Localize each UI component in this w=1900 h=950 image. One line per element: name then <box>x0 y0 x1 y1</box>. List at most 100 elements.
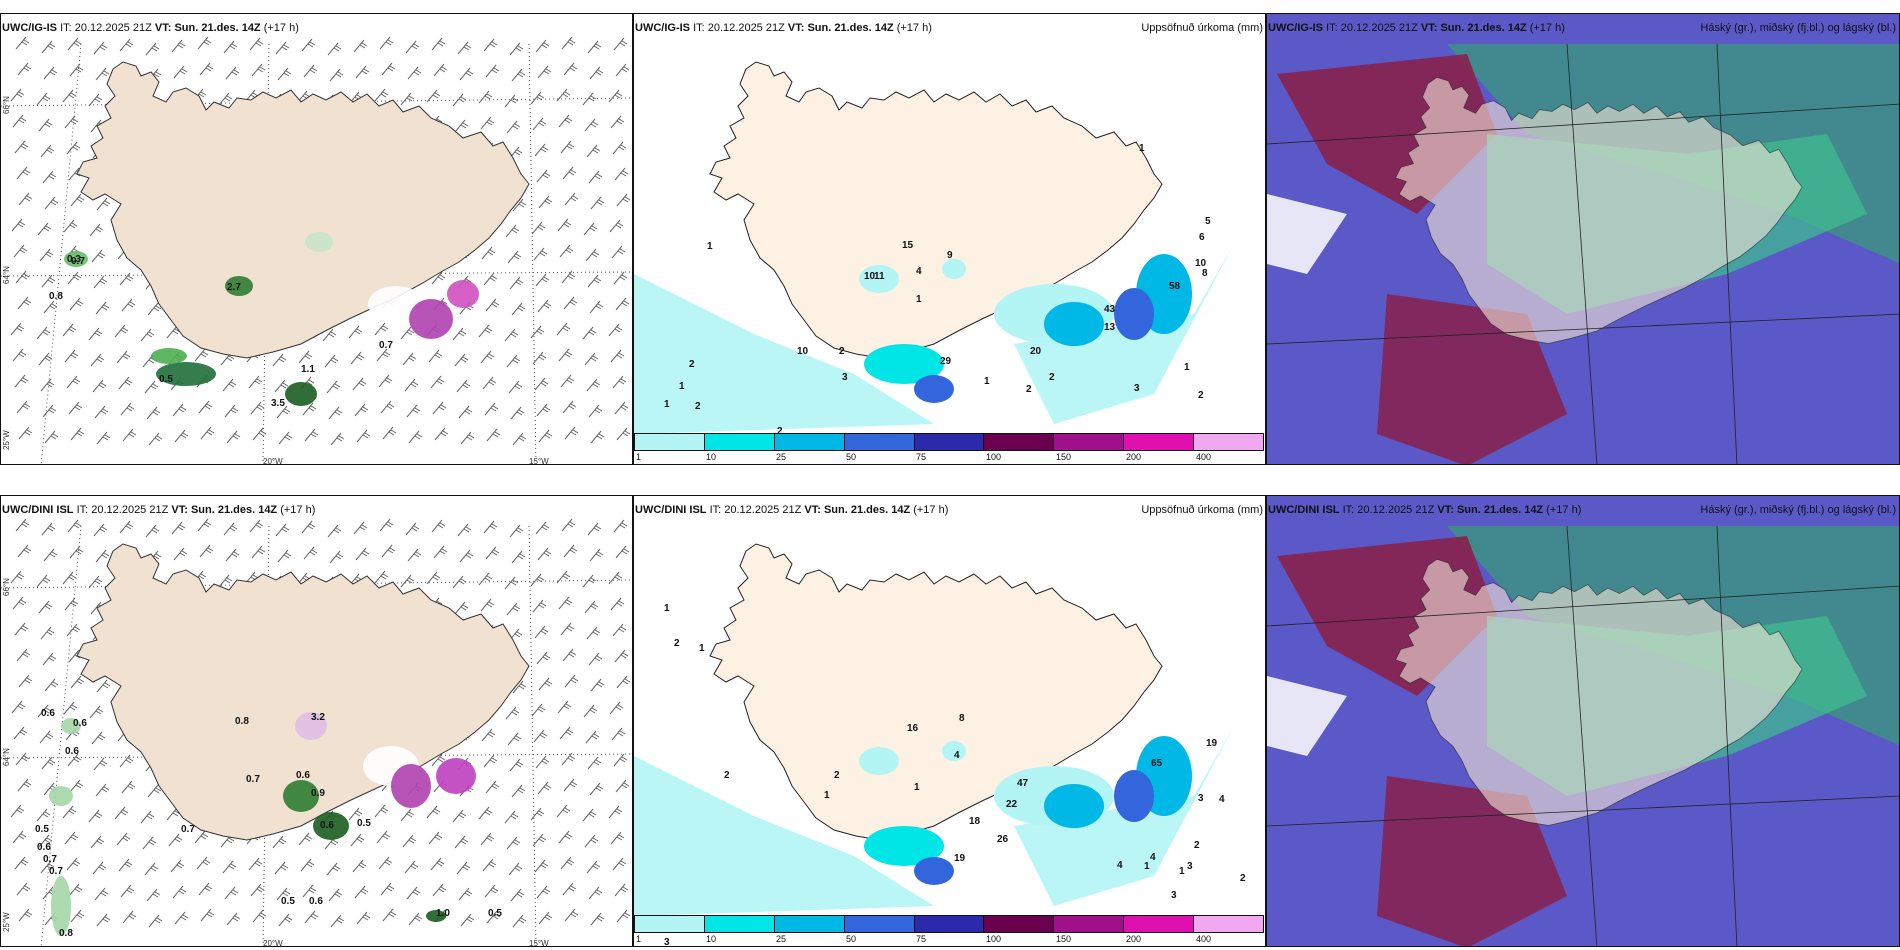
colorbar-tick-label: 10 <box>706 934 717 944</box>
precip-value: 16 <box>907 723 919 734</box>
precip-map-panel-top: 1 15 9 10 11 4 1 10 2 29 20 43 13 58 10 5 6 8 1 2 2 1 3 2 2 1 2 1 1 2… <box>633 13 1266 465</box>
colorbar-swatch <box>1124 434 1195 450</box>
iceland-outline <box>1394 558 1803 827</box>
lat-label-64: 64°N <box>2 266 11 284</box>
wind-precip-value: 0.5 <box>488 908 502 919</box>
wind-precip-value: 0.6 <box>309 896 323 907</box>
precip-map-panel-bottom: 1 2 1 16 8 4 2 1 1 47 22 18 26 19 65 19 4 3 3 4 4 3 2 2 1 1 2 3 <box>633 495 1266 947</box>
panel-title-wind-top: UWC/IG-IS IT: 20.12.2025 21Z VT: Sun. 21… <box>2 22 299 34</box>
precip-value: 3 <box>1198 793 1204 804</box>
cloud-map-panel-top <box>1266 13 1900 465</box>
precip-value: 2 <box>724 770 730 781</box>
wind-map-top: 66°N 64°N 25°W 20°W 15°W 0.3 0.8 0.5 2.7 0.7 1.1 3.… <box>1 36 632 464</box>
precip-value: 1 <box>1179 866 1185 877</box>
magenta-precip-blob <box>409 299 453 339</box>
panel-title-precip-bottom: UWC/DINI ISL IT: 20.12.2025 21Z VT: Sun.… <box>635 504 949 516</box>
region-boundaries <box>1267 525 1899 946</box>
green-precip-blob <box>313 812 349 840</box>
wind-precip-value: 0.7 <box>181 824 195 835</box>
precip-value: 2 <box>1240 873 1246 884</box>
precip-value: 13 <box>1104 322 1116 333</box>
panel-title-cloud-bottom: UWC/DINI ISL IT: 20.12.2025 21Z VT: Sun.… <box>1268 504 1582 516</box>
precip-title-top: Uppsöfnuð úrkoma (mm) <box>1141 22 1263 34</box>
precip-value: 8 <box>959 713 965 724</box>
precip-value: 11 <box>874 271 885 282</box>
colorbar-swatch <box>1194 434 1264 450</box>
colorbar-tick-label: 1 <box>636 452 642 462</box>
precip-value: 3 <box>842 372 848 383</box>
snow-blob <box>368 286 424 322</box>
green-precip-blob <box>156 362 216 386</box>
green-precip-blob <box>151 348 187 364</box>
cloud-map-bottom <box>1267 496 1899 946</box>
green-precip-blob <box>285 382 317 406</box>
colorbar-swatch <box>844 916 915 932</box>
lon-label-20: 20°W <box>263 939 283 947</box>
iceland-landmass <box>709 543 1163 841</box>
colorbar-tick-label: 75 <box>916 934 927 944</box>
panel-title-wind-bottom: UWC/DINI ISL IT: 20.12.2025 21Z VT: Sun.… <box>2 504 316 516</box>
wind-precip-value: 0.8 <box>59 928 73 939</box>
precip-value: 1 <box>699 643 705 654</box>
wind-precip-value: 0.5 <box>35 824 49 835</box>
precip-region <box>1044 302 1104 346</box>
wind-precip-value: 0.8 <box>235 716 249 727</box>
magenta-precip-blob <box>391 764 431 808</box>
precip-value: 2 <box>1026 384 1032 395</box>
colorbar-swatch <box>914 434 985 450</box>
wind-precip-value: 0.6 <box>320 820 334 831</box>
lon-label-15: 15°W <box>529 939 549 947</box>
precip-region <box>859 265 899 293</box>
precip-region <box>864 344 944 384</box>
panel-title-cloud-top: UWC/IG-IS IT: 20.12.2025 21Z VT: Sun. 21… <box>1268 22 1565 34</box>
precip-value: 1 <box>664 603 670 614</box>
precip-region <box>1114 770 1154 822</box>
wind-precip-value: 0.5 <box>357 818 371 829</box>
sea-precip-area <box>634 274 934 434</box>
magenta-precip-blob <box>436 758 476 794</box>
precip-value: 19 <box>1206 738 1218 749</box>
sea-precip-area <box>634 756 934 916</box>
precip-value: 1 <box>1184 362 1190 373</box>
colorbar-swatch <box>704 916 775 932</box>
precip-value: 65 <box>1151 758 1163 769</box>
wind-map-panel-top: 66°N 64°N 25°W 20°W 15°W 0.3 0.8 0.5 2.7 0.7 1.1 3.… <box>0 13 633 465</box>
precip-value: 1 <box>984 376 990 387</box>
precip-value: 6 <box>1199 232 1205 243</box>
colorbar-swatch <box>984 916 1055 932</box>
precip-region <box>859 747 899 775</box>
colorbar-tick-label: 400 <box>1196 452 1212 462</box>
precip-value: 2 <box>695 401 701 412</box>
wind-precip-value: 0.6 <box>65 746 79 757</box>
precip-value: 58 <box>1169 281 1181 292</box>
colorbar-tick-label: 25 <box>776 452 787 462</box>
clear-area <box>1267 676 1347 756</box>
precip-value: 10 <box>1195 258 1207 269</box>
colorbar-swatch <box>984 434 1055 450</box>
precip-value: 19 <box>954 853 966 864</box>
colorbar-swatch <box>844 434 915 450</box>
colorbar-tick-label: 50 <box>846 934 857 944</box>
precip-value: 1 <box>1139 143 1145 154</box>
wind-precip-value: 0.3 <box>67 254 81 265</box>
precip-colorbar-labels-bottom: 1 10 25 50 75 100 150 200 400 <box>634 934 1264 946</box>
clear-area <box>1267 194 1347 274</box>
precip-value: 1 <box>707 241 713 252</box>
precip-value: 2 <box>834 770 840 781</box>
precip-title-bottom: Uppsöfnuð úrkoma (mm) <box>1141 504 1263 516</box>
precip-value: 4 <box>1117 860 1123 871</box>
precip-value: 20 <box>1030 346 1042 357</box>
precip-value: 43 <box>1104 304 1116 315</box>
green-precip-blob <box>426 910 446 922</box>
wind-precip-value: 0.6 <box>37 842 51 853</box>
precip-value: 47 <box>1017 778 1029 789</box>
precip-value: 2 <box>1049 372 1055 383</box>
cloud-map-top <box>1267 14 1899 464</box>
lon-label-25: 25°W <box>2 912 11 932</box>
wind-precip-value: 0.9 <box>311 788 325 799</box>
precip-region <box>1044 784 1104 828</box>
green-precip-blob <box>225 276 253 296</box>
precip-value: 4 <box>1150 852 1156 863</box>
colorbar-tick-label: 10 <box>706 452 717 462</box>
